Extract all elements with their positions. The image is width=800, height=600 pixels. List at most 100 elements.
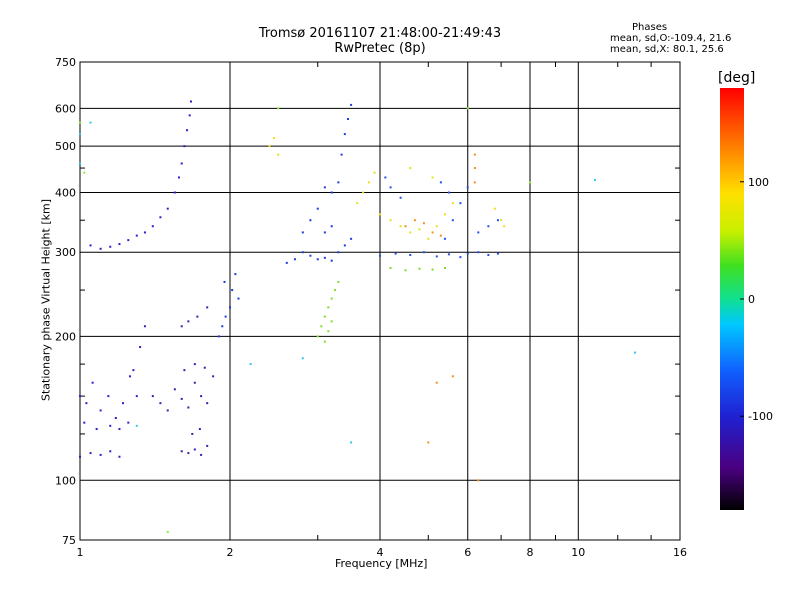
- x-tick-label: 8: [527, 546, 534, 559]
- data-point: [166, 409, 169, 412]
- data-point: [327, 306, 330, 309]
- data-point: [593, 178, 596, 181]
- data-point: [99, 453, 102, 456]
- data-point: [330, 297, 333, 300]
- data-point: [473, 181, 476, 184]
- data-point: [186, 129, 189, 132]
- data-point: [89, 244, 92, 247]
- x-tick-label: 2: [227, 546, 234, 559]
- data-point: [285, 261, 288, 264]
- data-point: [399, 225, 402, 228]
- data-point: [237, 297, 240, 300]
- x-tick-label: 10: [571, 546, 585, 559]
- data-point: [293, 258, 296, 261]
- data-point: [143, 231, 146, 234]
- data-point: [79, 121, 81, 124]
- data-point: [109, 245, 112, 248]
- data-point: [234, 273, 237, 276]
- data-point: [404, 225, 407, 228]
- phases-x-stats: mean, sd,X: 80.1, 25.6: [610, 44, 724, 55]
- data-point: [500, 219, 503, 222]
- data-point: [212, 375, 215, 378]
- data-point: [79, 395, 81, 398]
- chart-subtitle: RwPretec (8p): [334, 41, 426, 56]
- data-point: [127, 421, 130, 424]
- data-point: [439, 234, 442, 237]
- data-point: [268, 145, 271, 148]
- data-point: [473, 153, 476, 156]
- data-point: [223, 280, 226, 283]
- data-point: [418, 267, 421, 270]
- data-point: [193, 381, 196, 384]
- data-point: [249, 363, 252, 366]
- data-point: [394, 252, 397, 255]
- data-point: [135, 234, 138, 237]
- data-point: [323, 256, 326, 259]
- x-tick-label: 6: [464, 546, 471, 559]
- data-point: [132, 369, 135, 372]
- data-point: [198, 428, 201, 431]
- data-point: [379, 213, 381, 216]
- data-point: [231, 289, 234, 292]
- data-point: [443, 237, 446, 240]
- data-point: [431, 231, 434, 234]
- data-point: [389, 267, 392, 270]
- data-point: [180, 162, 183, 165]
- colorbar-tick-label: 100: [748, 176, 769, 189]
- data-point: [229, 306, 231, 309]
- data-point: [404, 269, 407, 272]
- data-point: [477, 231, 480, 234]
- data-point: [166, 530, 169, 533]
- data-point: [343, 133, 346, 136]
- data-point: [337, 280, 340, 283]
- data-point: [466, 186, 469, 189]
- colorbar-label: [deg]: [718, 70, 756, 86]
- data-point: [180, 325, 183, 328]
- data-point: [503, 225, 506, 228]
- data-point: [118, 455, 121, 458]
- data-point: [493, 207, 496, 210]
- data-point: [443, 267, 446, 270]
- data-point: [180, 450, 183, 453]
- data-point: [99, 409, 102, 412]
- colorbar-tick-label: -100: [748, 410, 773, 423]
- data-point: [439, 181, 442, 184]
- data-point: [277, 107, 280, 110]
- data-point: [301, 231, 304, 234]
- data-point: [327, 330, 330, 333]
- data-point: [409, 167, 412, 170]
- data-point: [487, 254, 490, 257]
- data-point: [107, 395, 110, 398]
- data-point: [79, 162, 81, 165]
- data-point: [109, 424, 112, 427]
- data-point: [159, 216, 162, 219]
- data-point: [389, 219, 392, 222]
- data-point: [203, 366, 206, 369]
- data-point: [83, 421, 86, 424]
- data-point: [399, 196, 402, 199]
- data-point: [330, 320, 333, 323]
- y-tick-label: 300: [55, 246, 76, 259]
- data-point: [389, 186, 392, 189]
- data-point: [189, 100, 192, 103]
- x-tick-label: 4: [377, 546, 384, 559]
- data-point: [634, 351, 637, 354]
- data-point: [350, 103, 353, 106]
- data-point: [151, 225, 154, 228]
- data-point: [443, 213, 446, 216]
- data-point: [367, 181, 370, 184]
- data-point: [431, 268, 434, 271]
- data-point: [91, 381, 94, 384]
- data-point: [122, 402, 125, 405]
- data-point: [188, 114, 191, 117]
- data-point: [206, 306, 209, 309]
- data-point: [435, 381, 438, 384]
- y-tick-label: 600: [55, 102, 76, 115]
- data-point: [323, 340, 326, 343]
- data-point: [435, 225, 438, 228]
- data-point: [173, 191, 176, 194]
- data-point: [316, 258, 319, 261]
- data-point: [272, 137, 275, 140]
- data-point: [427, 441, 430, 444]
- data-point: [459, 256, 462, 259]
